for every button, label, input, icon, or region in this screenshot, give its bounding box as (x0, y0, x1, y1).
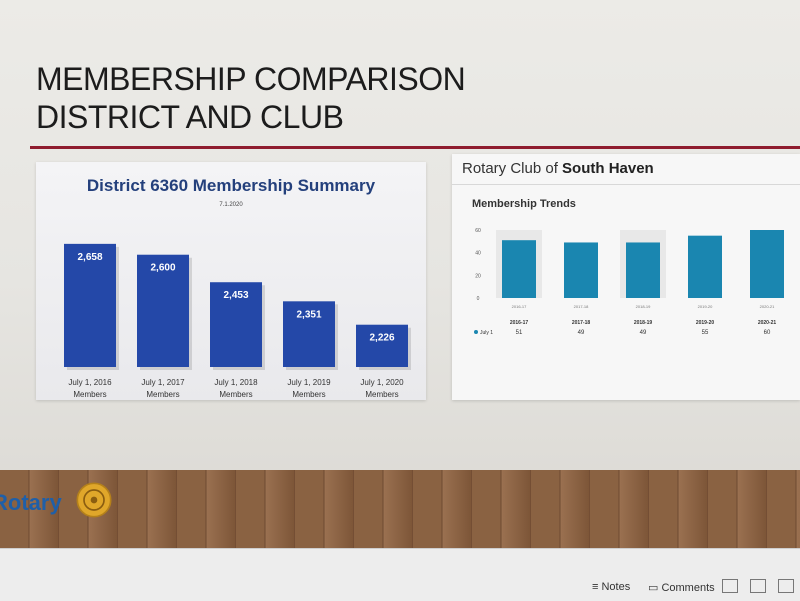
district-x-tick-label: Members (365, 390, 398, 399)
district-bar (356, 324, 408, 367)
district-x-tick-label: July 1, 2017 (141, 378, 185, 387)
district-x-tick-label: July 1, 2019 (287, 378, 331, 387)
club-table-value: 49 (640, 330, 647, 336)
comments-button[interactable]: ▭ Comments (648, 582, 715, 594)
district-bar (137, 254, 189, 367)
club-x-tick-label: 2020-21 (760, 304, 775, 309)
club-x-tick-label: 2019-20 (698, 304, 713, 309)
club-table-header: 2017-18 (572, 320, 591, 326)
slide-sorter-icon[interactable] (750, 579, 766, 593)
club-bar (564, 242, 598, 298)
club-bar (626, 242, 660, 298)
club-bar (688, 235, 722, 298)
reading-view-icon[interactable] (778, 579, 794, 593)
statusbar: ≡ Notes ▭ Comments (0, 548, 800, 601)
title-divider (30, 146, 800, 149)
notes-button[interactable]: ≡ Notes (592, 581, 631, 593)
club-x-tick-label: 2016-17 (512, 304, 527, 309)
district-x-tick-label: Members (292, 390, 325, 399)
district-bar (210, 282, 262, 367)
district-bar (283, 301, 335, 367)
club-legend-label: July 1 (480, 330, 493, 336)
club-bar (750, 230, 784, 298)
club-chart-panel: Rotary Club of South Haven Membership Tr… (452, 154, 800, 400)
club-table-value: 49 (578, 330, 585, 336)
club-table-value: 55 (702, 330, 709, 336)
club-prefix: Rotary Club of (462, 160, 563, 177)
notes-label: Notes (601, 581, 631, 593)
comments-label: Comments (661, 582, 715, 594)
district-x-tick-label: July 1, 2016 (68, 378, 112, 387)
club-x-tick-label: 2017-18 (574, 304, 589, 309)
district-x-tick-label: Members (73, 390, 106, 399)
club-name: South Haven (562, 160, 654, 177)
district-x-tick-label: Members (146, 390, 179, 399)
district-x-tick-label: July 1, 2018 (214, 378, 258, 387)
club-chart-title: Membership Trends (472, 198, 576, 210)
district-bar-value-label: 2,600 (150, 263, 175, 274)
district-bar-value-label: 2,658 (77, 252, 102, 263)
slide: MEMBERSHIP COMPARISON DISTRICT AND CLUB … (0, 0, 800, 470)
club-y-tick-label: 40 (475, 251, 481, 257)
district-bar-value-label: 2,351 (296, 309, 321, 320)
district-x-tick-label: July 1, 2020 (360, 378, 404, 387)
club-name-heading: Rotary Club of South Haven (462, 160, 654, 177)
club-y-tick-label: 60 (475, 228, 481, 234)
club-table-value: 60 (764, 330, 771, 336)
district-x-tick-label: Members (219, 390, 252, 399)
club-chart: 0 20 40 60 2016-17 2016-17 51 2017-18 2017-18 49 2… (474, 228, 784, 336)
slide-title-line2: DISTRICT AND CLUB (36, 99, 344, 135)
club-y-tick-label: 20 (475, 273, 481, 279)
district-bar-value-label: 2,226 (369, 333, 394, 344)
club-bar (502, 240, 536, 298)
rotary-wheel-icon (76, 482, 112, 518)
slide-title: MEMBERSHIP COMPARISON DISTRICT AND CLUB (36, 60, 556, 136)
slide-title-line1: MEMBERSHIP COMPARISON (36, 61, 466, 97)
club-y-tick-label: 0 (477, 296, 480, 302)
rotary-logo-text: Rotary (0, 490, 62, 515)
club-table-header: 2019-20 (696, 320, 715, 326)
district-chart-date: 7.1.2020 (219, 202, 243, 208)
club-table-value: 51 (516, 330, 523, 336)
club-table-header: 2020-21 (758, 320, 777, 326)
club-table-header: 2018-19 (634, 320, 653, 326)
normal-view-icon[interactable] (722, 579, 738, 593)
district-chart-title: District 6360 Membership Summary (86, 176, 376, 195)
district-bar-value-label: 2,453 (223, 290, 248, 301)
club-x-tick-label: 2018-19 (636, 304, 651, 309)
wood-floor-background (0, 470, 800, 550)
district-chart: 2,658 July 1, 2016 Members 2,600 July 1, 201… (64, 243, 411, 399)
district-bar (64, 243, 116, 367)
club-table-header: 2016-17 (510, 320, 529, 326)
club-legend-swatch (474, 330, 478, 334)
club-divider (452, 184, 800, 185)
district-chart-panel: District 6360 Membership Summary 7.1.202… (36, 162, 426, 400)
